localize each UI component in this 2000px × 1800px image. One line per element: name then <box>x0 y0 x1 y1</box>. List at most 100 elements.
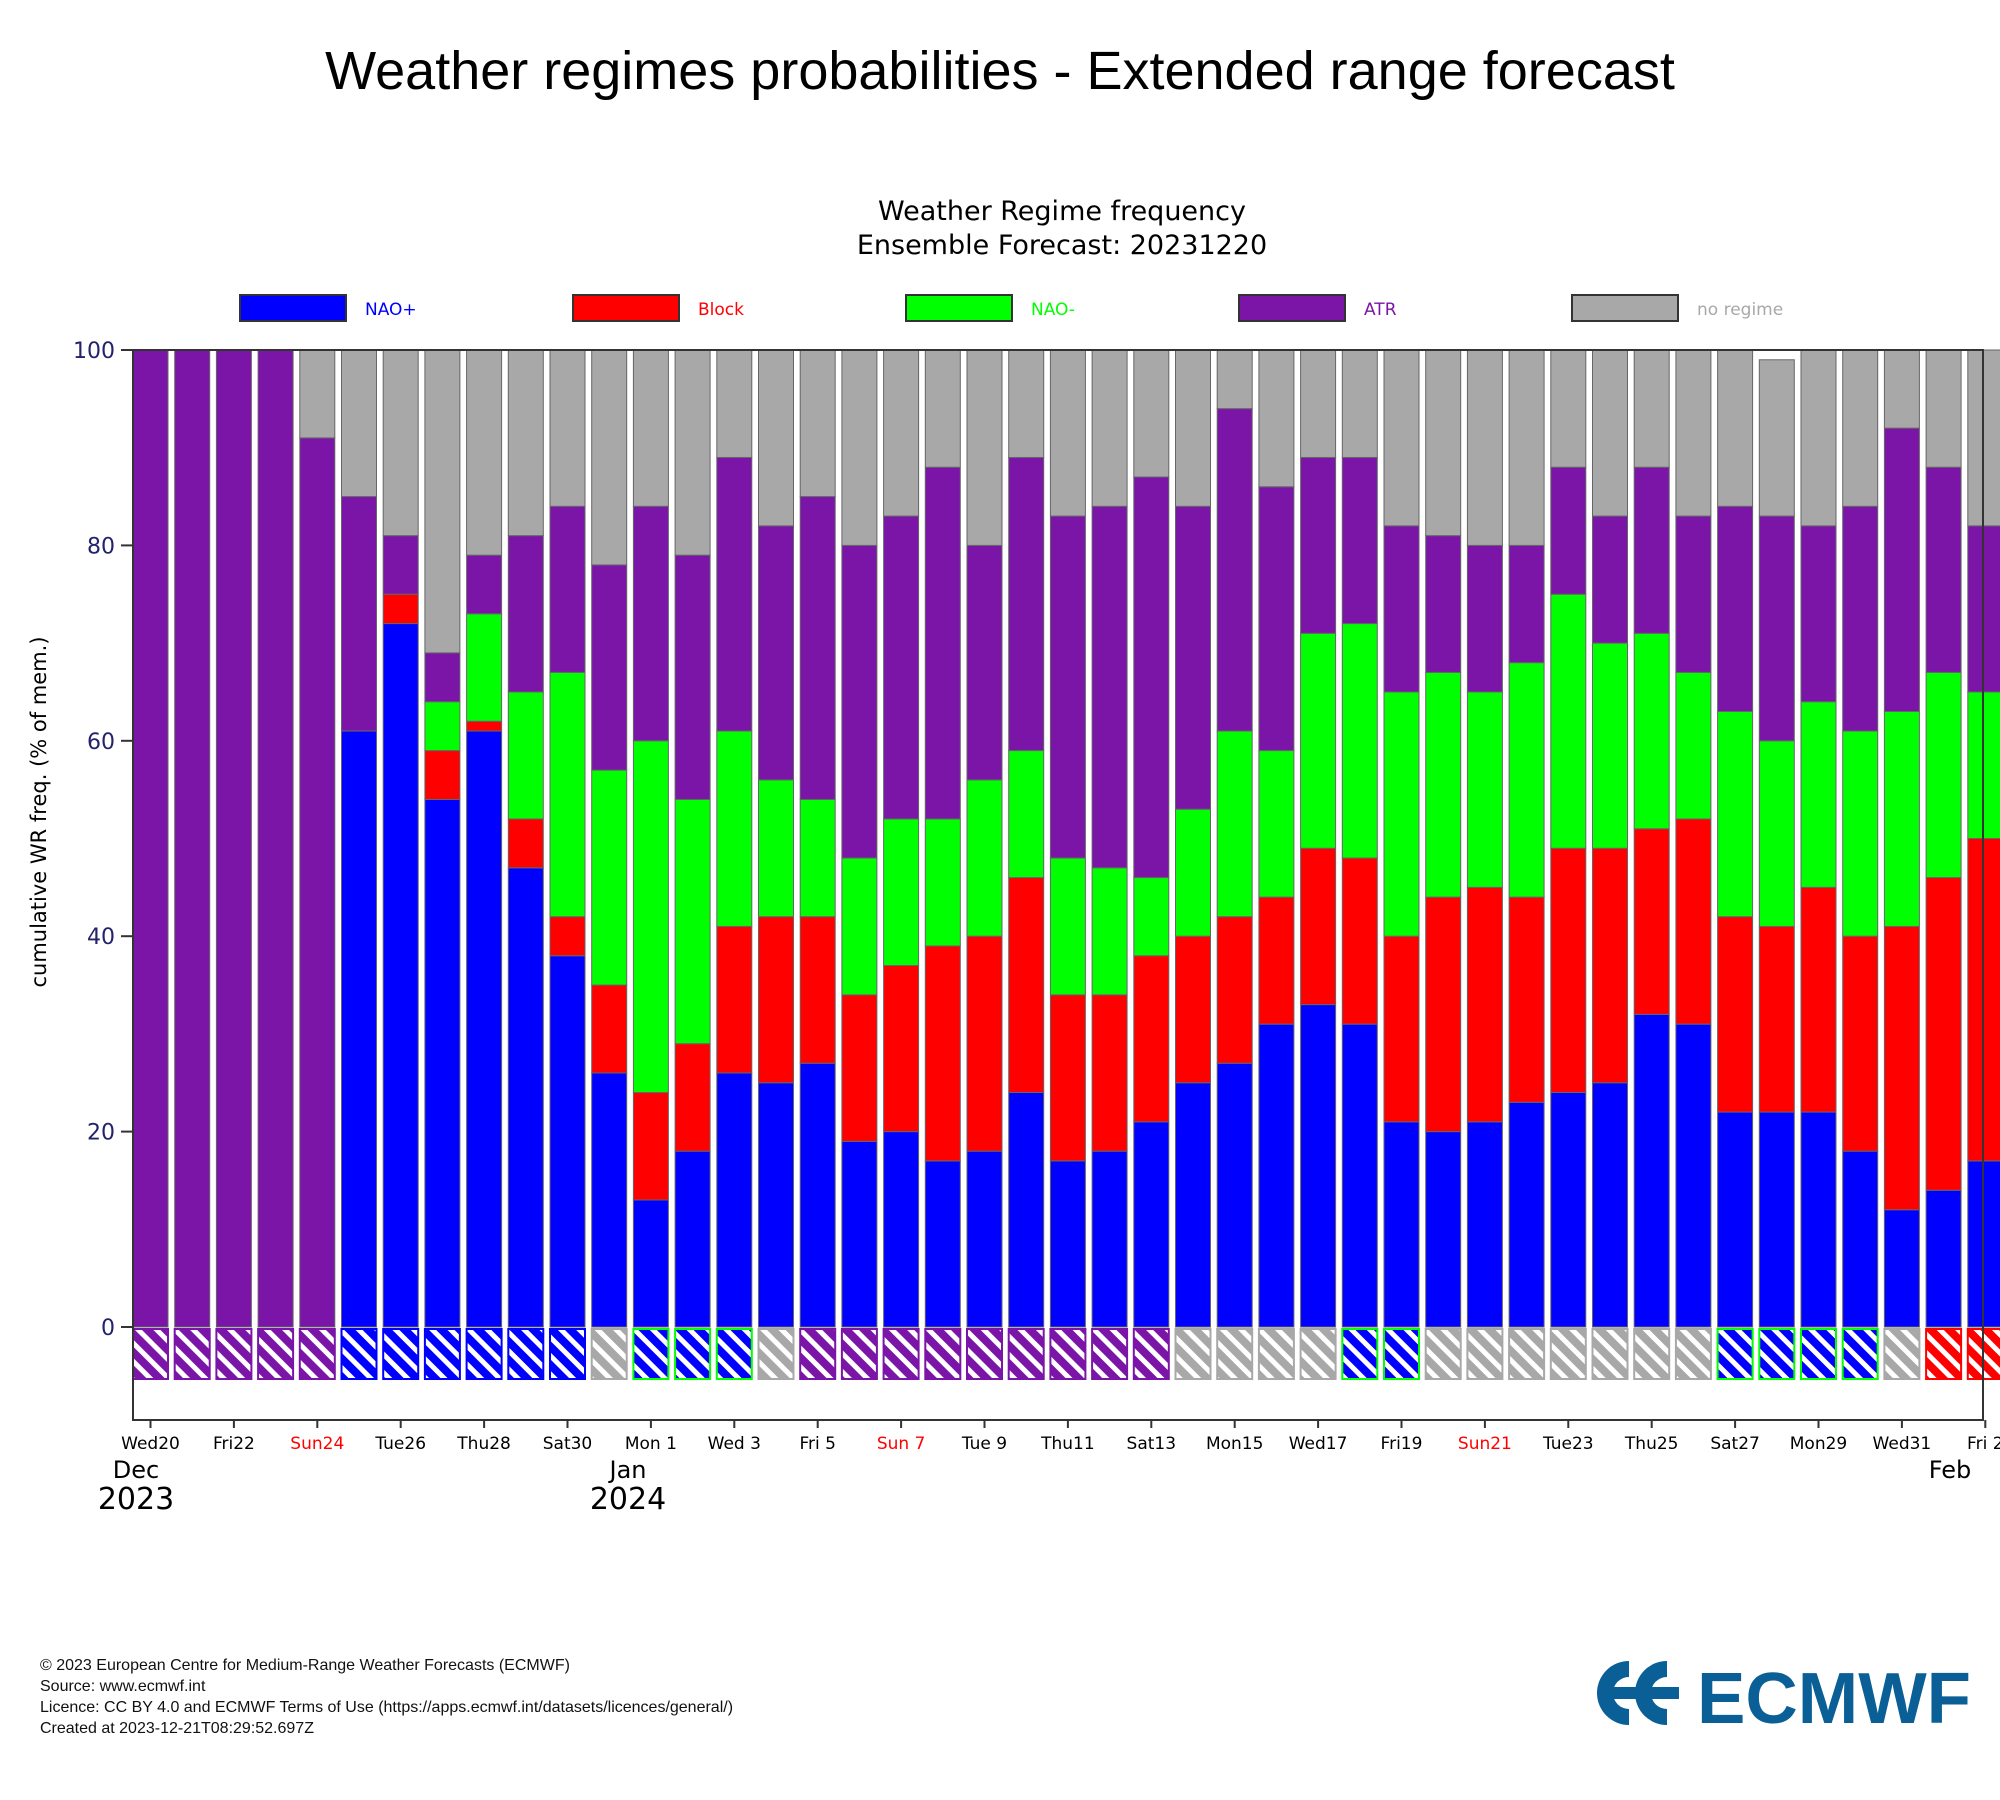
bar-segment-nao <box>924 818 961 947</box>
bar-segment-block <box>1258 896 1295 1025</box>
dominant-regime-box <box>340 1328 378 1380</box>
bar-segment-nao <box>1925 1189 1962 1328</box>
dominant-regime-box <box>215 1328 253 1380</box>
dominant-regime-box <box>1549 1328 1587 1380</box>
bar-segment-nao <box>1842 730 1879 937</box>
bar-segment-no-regime <box>1633 349 1670 468</box>
x-tick-label: Sat13 <box>1127 1434 1177 1454</box>
bar-segment-nao <box>1258 750 1295 898</box>
bar-segment-block <box>1300 847 1337 1006</box>
bar-segment-atr <box>799 496 836 800</box>
y-tick-label: 20 <box>87 1121 115 1146</box>
bar-segment-block <box>1425 896 1462 1133</box>
bar-segment-atr <box>382 535 419 595</box>
bar-segment-atr <box>1008 456 1045 752</box>
bar-segment-block <box>1758 925 1795 1113</box>
bar-segment-nao <box>758 779 794 918</box>
legend-label-block: Block <box>698 300 744 320</box>
legend-label-nao: NAO+ <box>365 300 417 320</box>
bar-segment-nao <box>1133 1121 1170 1328</box>
chart-subtitle: Ensemble Forecast: 20231220 <box>857 230 1267 261</box>
bar-segment-nao <box>1341 623 1378 859</box>
bar-segment-nao <box>1717 1111 1754 1328</box>
bar-segment-nao <box>1383 1121 1420 1328</box>
bar-segment-atr <box>132 349 169 1328</box>
bar-segment-atr <box>632 505 669 742</box>
bar-segment-atr <box>1133 476 1170 879</box>
x-tick-label: Tue23 <box>1542 1434 1594 1454</box>
bar-segment-block <box>382 593 419 625</box>
bar-segment-no-regime <box>1425 349 1462 537</box>
x-tick-label: Sun 7 <box>877 1434 926 1454</box>
x-tick-label: Sat27 <box>1710 1434 1760 1454</box>
bar-segment-nao <box>883 1131 920 1328</box>
bar-segment-nao <box>1800 701 1837 888</box>
bars-group <box>132 349 2000 1328</box>
year-label: 2024 <box>590 1482 666 1517</box>
bar-segment-no-regime <box>632 349 669 507</box>
bar-segment-no-regime <box>716 349 753 458</box>
bar-segment-nao <box>1550 1092 1587 1328</box>
x-tick-label: Wed 3 <box>708 1434 761 1454</box>
dominant-regime-box <box>590 1328 628 1380</box>
dominant-regime-box <box>1257 1328 1295 1380</box>
x-tick-label: Sun24 <box>290 1434 344 1454</box>
bar-segment-no-regime <box>466 349 503 556</box>
dominant-regime-box <box>1466 1328 1504 1380</box>
bar-segment-no-regime <box>1842 349 1879 507</box>
bar-segment-block <box>1508 896 1545 1103</box>
x-tick-label: Sat30 <box>543 1434 593 1454</box>
dominant-regime-box <box>1341 1328 1379 1380</box>
bar-segment-nao <box>1091 867 1128 996</box>
x-tick-label: Mon29 <box>1790 1434 1847 1454</box>
bar-segment-no-regime <box>1758 359 1795 517</box>
dominant-regime-box <box>882 1328 920 1380</box>
bar-segment-nao <box>1091 1150 1128 1328</box>
copyright-text: © 2023 European Centre for Medium-Range … <box>40 1657 570 1674</box>
dominant-regime-box <box>382 1328 420 1380</box>
bar-segment-block <box>632 1092 669 1201</box>
legend-swatch-atr <box>1238 294 1346 322</box>
x-tick-label: Tue26 <box>374 1434 426 1454</box>
bar-segment-nao <box>716 730 753 927</box>
bar-segment-atr <box>1175 505 1211 810</box>
bar-segment-nao <box>1466 691 1503 888</box>
legend-swatch-block <box>572 294 680 322</box>
bar-segment-atr <box>215 349 252 1328</box>
dominant-regime-box <box>1591 1328 1629 1380</box>
bar-segment-no-regime <box>1550 349 1587 468</box>
dominant-regime-box <box>1132 1328 1170 1380</box>
bar-segment-no-regime <box>1216 349 1253 410</box>
dominant-regime-box <box>1883 1328 1921 1380</box>
bar-segment-block <box>1466 886 1503 1123</box>
bar-segment-no-regime <box>341 349 377 498</box>
bar-segment-nao <box>1508 662 1545 898</box>
year-label: 2023 <box>98 1482 174 1517</box>
x-tick-label: Mon 1 <box>625 1434 677 1454</box>
bar-segment-atr <box>1883 427 1920 712</box>
bar-segment-nao <box>591 1072 628 1328</box>
bar-segment-nao <box>966 779 1003 937</box>
bar-segment-no-regime <box>1300 349 1337 458</box>
bar-segment-block <box>883 965 920 1133</box>
bar-segment-no-regime <box>1925 349 1962 468</box>
legend-swatch-nao <box>905 294 1013 322</box>
dominant-regime-box <box>757 1328 795 1380</box>
bar-segment-atr <box>1633 466 1670 634</box>
bar-segment-block <box>1091 994 1128 1152</box>
bar-segment-nao <box>549 955 586 1328</box>
bar-segment-nao <box>1425 1131 1462 1328</box>
dominant-regime-box <box>1049 1328 1087 1380</box>
bar-segment-block <box>1842 935 1879 1152</box>
dominant-regime-box <box>799 1328 837 1380</box>
bar-segment-atr <box>674 554 711 800</box>
bar-segment-atr <box>257 349 294 1328</box>
dominant-regime-box <box>924 1328 962 1380</box>
ecmwf-logo: ECMWF <box>1597 1659 1971 1733</box>
bar-segment-atr <box>716 456 753 732</box>
bar-segment-nao <box>883 818 920 967</box>
bar-segment-nao <box>966 1150 1003 1328</box>
bar-segment-nao <box>1049 1160 1086 1328</box>
bar-segment-atr <box>1300 456 1337 634</box>
